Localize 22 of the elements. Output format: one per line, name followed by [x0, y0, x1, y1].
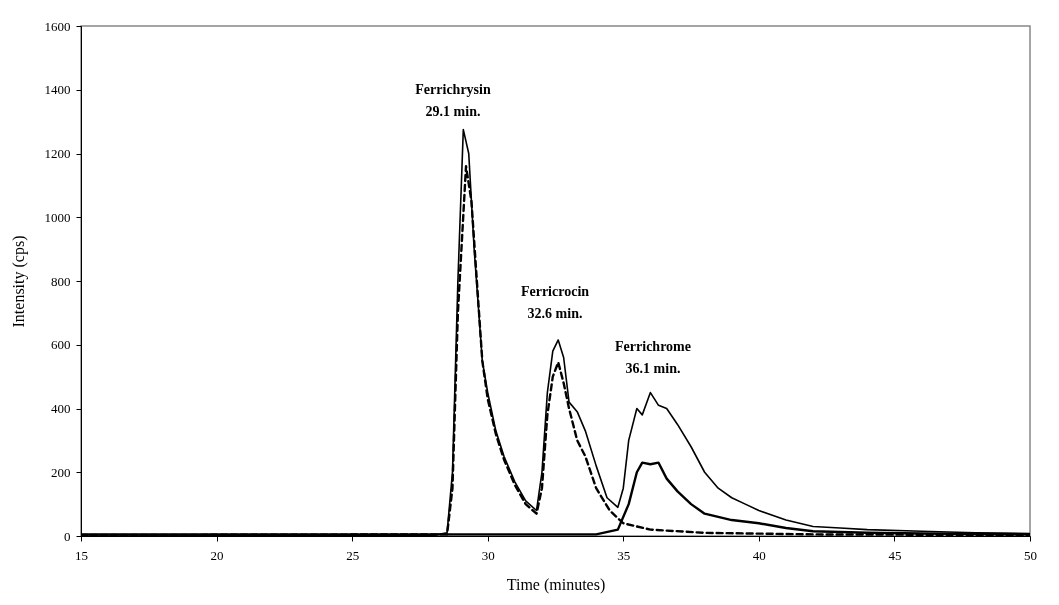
x-tick-label: 45 — [888, 547, 902, 563]
y-tick-label: 1600 — [44, 18, 71, 34]
y-tick-label: 1400 — [44, 82, 71, 98]
annotation: Ferrichrome 36.1 min. — [615, 339, 691, 376]
x-axis-title: Time (minutes) — [506, 575, 606, 594]
annotation: Ferricrocin 32.6 min. — [520, 284, 590, 321]
x-tick-label: 15 — [75, 547, 88, 563]
y-axis-title: Intensity (cps) — [9, 235, 28, 328]
x-tick-label: 30 — [481, 547, 495, 563]
x-tick-label: 20 — [210, 547, 224, 563]
x-tick-label: 40 — [752, 547, 766, 563]
annotation: Ferrichrysin 29.1 min. — [415, 82, 491, 119]
x-tick-label: 35 — [617, 547, 631, 563]
y-tick-label: 0 — [64, 528, 71, 544]
y-tick-label: 1200 — [44, 146, 71, 161]
y-tick-label: 200 — [51, 464, 71, 480]
x-tick-label: 50 — [1024, 547, 1037, 563]
x-tick-label: 25 — [346, 547, 360, 563]
y-tick-label: 600 — [51, 337, 71, 353]
y-tick-label: 400 — [51, 401, 71, 416]
y-tick-label: 800 — [51, 273, 71, 289]
y-tick-label: 1000 — [44, 209, 71, 225]
